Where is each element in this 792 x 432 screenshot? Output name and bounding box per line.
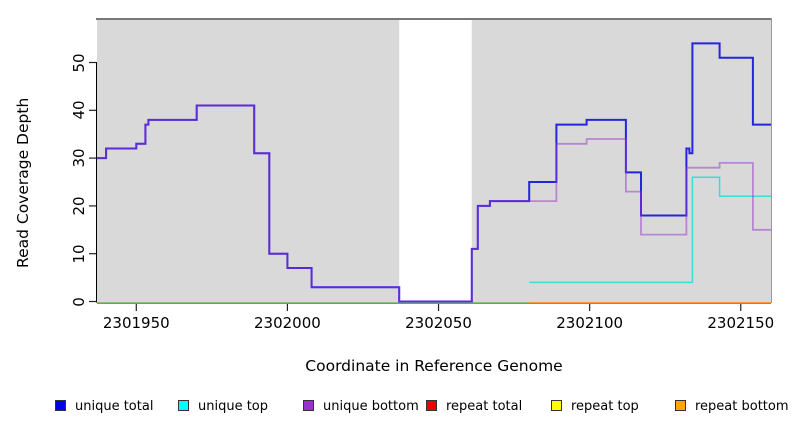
series-line-unique-bottom [97,104,771,303]
legend-swatch [551,400,562,411]
legend-label: repeat total [446,399,523,414]
x-tick-label: 2302100 [556,314,624,332]
legend-item-unique-bottom: unique bottom [303,399,419,415]
x-axis-title: Coordinate in Reference Genome [305,357,563,375]
legend-item-repeat-total: repeat total [426,399,522,415]
y-tick-label: 10 [70,244,88,264]
y-tick-label: 30 [70,148,88,168]
legend-swatch [55,400,66,411]
legend-label: repeat top [571,399,639,414]
legend-item-repeat-top: repeat top [551,399,639,415]
legend-item-repeat-bottom: repeat bottom [675,399,789,415]
x-tick-label: 2302000 [254,314,321,332]
y-tick-label: 0 [70,296,88,307]
series-line-unique-top [529,176,771,284]
no-data-gap [399,19,472,303]
legend-label: repeat bottom [695,399,789,414]
legend-swatch [178,400,189,411]
legend-swatch [675,400,686,411]
y-tick-label: 20 [70,196,88,216]
legend-label: unique bottom [323,399,419,414]
x-tick-label: 2302150 [707,314,775,332]
y-tick-label: 50 [70,52,88,73]
legend-swatch [426,400,437,411]
legend-swatch [303,400,314,411]
y-axis-title: Read Coverage Depth [14,97,32,268]
legend-label: unique total [75,399,154,414]
legend-label: unique top [198,399,269,414]
y-tick-label: 40 [70,100,88,120]
x-tick-label: 2302050 [405,314,472,332]
legend-item-unique-total: unique total [55,399,153,415]
x-tick-label: 2301950 [102,314,170,332]
legend-item-unique-top: unique top [178,399,268,415]
